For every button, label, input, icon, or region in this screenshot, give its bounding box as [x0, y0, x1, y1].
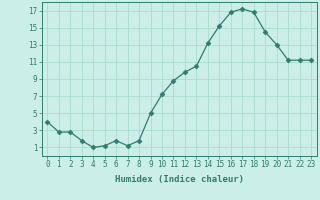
X-axis label: Humidex (Indice chaleur): Humidex (Indice chaleur) [115, 175, 244, 184]
